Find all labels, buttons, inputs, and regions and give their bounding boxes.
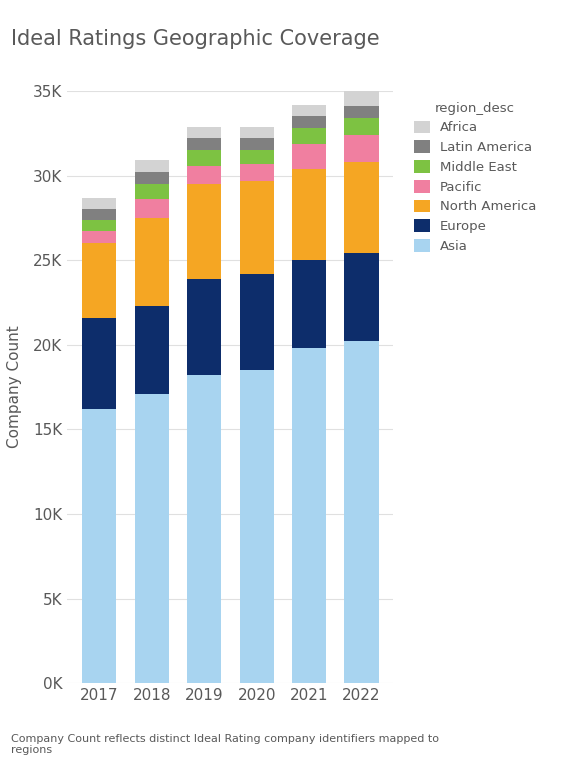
Bar [82, 197, 116, 209]
Bar [292, 169, 326, 260]
Bar [82, 231, 116, 244]
Bar [345, 91, 379, 106]
Bar [135, 200, 169, 218]
Bar [135, 218, 169, 306]
Bar [292, 260, 326, 348]
Bar [345, 135, 379, 162]
Bar [82, 219, 116, 231]
Bar [292, 105, 326, 116]
Text: Ideal Ratings Geographic Coverage: Ideal Ratings Geographic Coverage [11, 30, 380, 49]
Bar [135, 160, 169, 172]
Bar [187, 375, 221, 683]
Bar [187, 184, 221, 279]
Bar [239, 274, 274, 370]
Bar [135, 394, 169, 683]
Bar [239, 164, 274, 181]
Text: Company Count reflects distinct Ideal Rating company identifiers mapped to
regio: Company Count reflects distinct Ideal Ra… [11, 734, 439, 755]
Bar [292, 348, 326, 683]
Bar [82, 244, 116, 318]
Bar [135, 184, 169, 200]
Bar [187, 138, 221, 150]
Bar [345, 106, 379, 118]
Bar [82, 318, 116, 409]
Bar [187, 127, 221, 138]
Bar [345, 118, 379, 135]
Bar [292, 116, 326, 128]
Bar [345, 162, 379, 254]
Bar [82, 409, 116, 683]
Y-axis label: Company Count: Company Count [7, 326, 22, 449]
Bar [135, 172, 169, 184]
Bar [187, 150, 221, 165]
Legend: Africa, Latin America, Middle East, Pacific, North America, Europe, Asia: Africa, Latin America, Middle East, Paci… [410, 98, 541, 257]
Bar [239, 138, 274, 150]
Bar [187, 279, 221, 375]
Bar [345, 342, 379, 683]
Bar [239, 181, 274, 274]
Bar [135, 306, 169, 394]
Bar [239, 370, 274, 683]
Bar [82, 209, 116, 219]
Bar [239, 127, 274, 138]
Bar [345, 254, 379, 342]
Bar [187, 165, 221, 184]
Bar [239, 150, 274, 164]
Bar [292, 128, 326, 143]
Bar [292, 143, 326, 169]
